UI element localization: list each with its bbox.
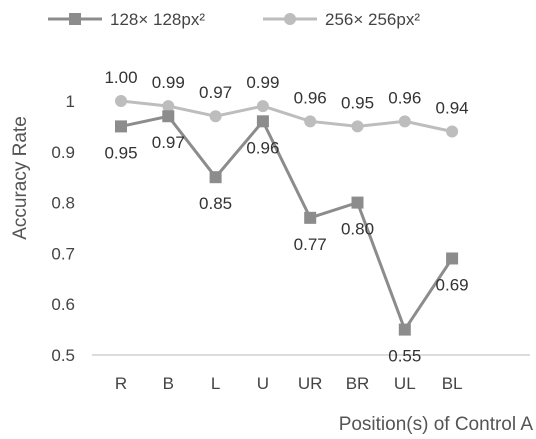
- legend-marker-series-2: [284, 13, 296, 25]
- series-1-data-label: 0.77: [294, 235, 327, 254]
- series-2-data-label: 0.99: [246, 73, 279, 92]
- series-1-data-label: 0.69: [436, 275, 469, 294]
- y-tick-label: 0.7: [51, 244, 75, 263]
- legend: 128× 128px² 256× 256px²: [48, 10, 420, 29]
- series-1-point: [115, 120, 127, 133]
- legend-label-series-2: 256× 256px²: [325, 10, 420, 29]
- x-tick-labels: R B L U UR BR UL BL: [115, 374, 463, 393]
- x-tick-label-bl: BL: [442, 374, 463, 393]
- x-tick-label-l: L: [211, 374, 220, 393]
- series-2-line: [120, 99, 453, 133]
- series-1-line: [120, 114, 454, 333]
- x-tick-label-ur: UR: [298, 374, 323, 393]
- y-tick-label: 1: [66, 92, 75, 111]
- y-tick-label: 0.6: [51, 295, 75, 314]
- data-labels: 1.00 0.99 0.97 0.99 0.96 0.95 0.96 0.94 0.95 0.97…: [104, 68, 468, 366]
- legend-label-series-1: 128× 128px²: [110, 10, 205, 29]
- series-2-data-label: 0.99: [152, 73, 185, 92]
- y-axis-title: Accuracy Rate: [10, 116, 31, 240]
- series-2-point: [351, 120, 364, 133]
- series-2-point: [256, 100, 269, 113]
- series-1-point: [446, 252, 459, 265]
- series-1-data-label: 0.97: [152, 133, 185, 152]
- legend-marker-series-1: [69, 13, 81, 25]
- series-1-data-label: 0.55: [388, 347, 421, 366]
- series-2-point: [398, 115, 411, 128]
- series-2-point: [115, 95, 127, 107]
- x-tick-label-b: B: [163, 374, 174, 393]
- series-2-data-label: 0.94: [436, 98, 469, 117]
- series-1-point: [304, 211, 317, 224]
- x-tick-label-u: U: [257, 374, 269, 393]
- series-2-data-label: 0.95: [341, 93, 374, 112]
- series-1-data-label: 0.80: [341, 220, 374, 239]
- series-2-point: [446, 125, 459, 138]
- series-2-data-label: 1.00: [104, 68, 137, 87]
- series-1-point: [209, 171, 222, 184]
- x-tick-label-r: R: [115, 374, 127, 393]
- series-1-data-label: 0.95: [104, 143, 137, 162]
- series-2-data-label: 0.96: [388, 88, 421, 107]
- series-layer: [115, 95, 459, 336]
- y-tick-labels: 0.5 0.6 0.7 0.8 0.9 1: [51, 92, 75, 365]
- y-tick-label: 0.8: [51, 194, 75, 213]
- y-tick-label: 0.5: [51, 346, 75, 365]
- series-2-data-label: 0.97: [199, 83, 232, 102]
- series-2-data-label: 0.96: [294, 88, 327, 107]
- legend-item-series-2: 256× 256px²: [263, 10, 420, 29]
- series-1-point: [162, 110, 175, 123]
- series-1-point: [351, 196, 364, 209]
- series-2-point: [304, 115, 317, 128]
- series-2-point: [209, 110, 222, 123]
- x-axis-title: Position(s) of Control A: [339, 414, 534, 435]
- x-tick-label-ul: UL: [394, 374, 416, 393]
- legend-item-series-1: 128× 128px²: [48, 10, 205, 29]
- x-tick-label-br: BR: [346, 374, 370, 393]
- series-2-point: [162, 100, 175, 113]
- series-1-point: [398, 323, 411, 336]
- y-tick-label: 0.9: [51, 143, 75, 162]
- series-1-data-label: 0.96: [246, 138, 279, 157]
- series-1-point: [256, 115, 269, 128]
- series-1-data-label: 0.85: [199, 194, 232, 213]
